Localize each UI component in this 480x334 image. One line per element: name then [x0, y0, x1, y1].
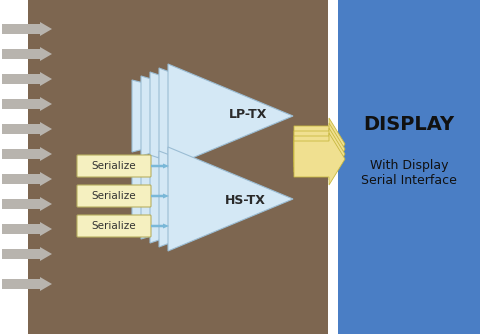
FancyArrow shape [2, 277, 52, 291]
Text: Serialize: Serialize [92, 221, 136, 231]
Text: HS-TX: HS-TX [225, 194, 265, 207]
Text: Serialize: Serialize [92, 161, 136, 171]
FancyArrow shape [151, 193, 169, 198]
Polygon shape [141, 159, 279, 239]
Text: DISPLAY: DISPLAY [363, 115, 455, 134]
Bar [338, 0, 480, 334]
Polygon shape [141, 76, 279, 156]
FancyBboxPatch shape [77, 185, 151, 207]
Polygon shape [132, 163, 275, 235]
Polygon shape [132, 80, 275, 152]
FancyArrow shape [2, 122, 52, 136]
FancyArrow shape [2, 222, 52, 236]
FancyArrow shape [294, 133, 345, 185]
FancyArrow shape [2, 22, 52, 36]
FancyArrow shape [294, 128, 345, 180]
Polygon shape [150, 155, 284, 243]
FancyArrow shape [2, 147, 52, 161]
FancyArrow shape [294, 123, 345, 175]
FancyArrow shape [2, 97, 52, 111]
FancyArrow shape [2, 247, 52, 261]
Polygon shape [168, 64, 293, 168]
Text: Serialize: Serialize [92, 191, 136, 201]
Polygon shape [159, 151, 288, 247]
FancyBboxPatch shape [77, 215, 151, 237]
FancyArrow shape [2, 197, 52, 211]
Polygon shape [168, 147, 293, 251]
Polygon shape [159, 68, 288, 164]
FancyArrow shape [2, 172, 52, 186]
Text: LP-TX: LP-TX [229, 108, 267, 121]
FancyArrow shape [151, 164, 169, 168]
FancyArrow shape [151, 223, 169, 228]
FancyArrow shape [2, 47, 52, 61]
FancyBboxPatch shape [77, 155, 151, 177]
FancyArrow shape [294, 118, 345, 170]
FancyArrow shape [2, 72, 52, 86]
Text: Serial Interface: Serial Interface [361, 174, 457, 187]
Text: With Display: With Display [370, 160, 448, 172]
Polygon shape [150, 72, 284, 160]
Bar [28, 0, 328, 334]
